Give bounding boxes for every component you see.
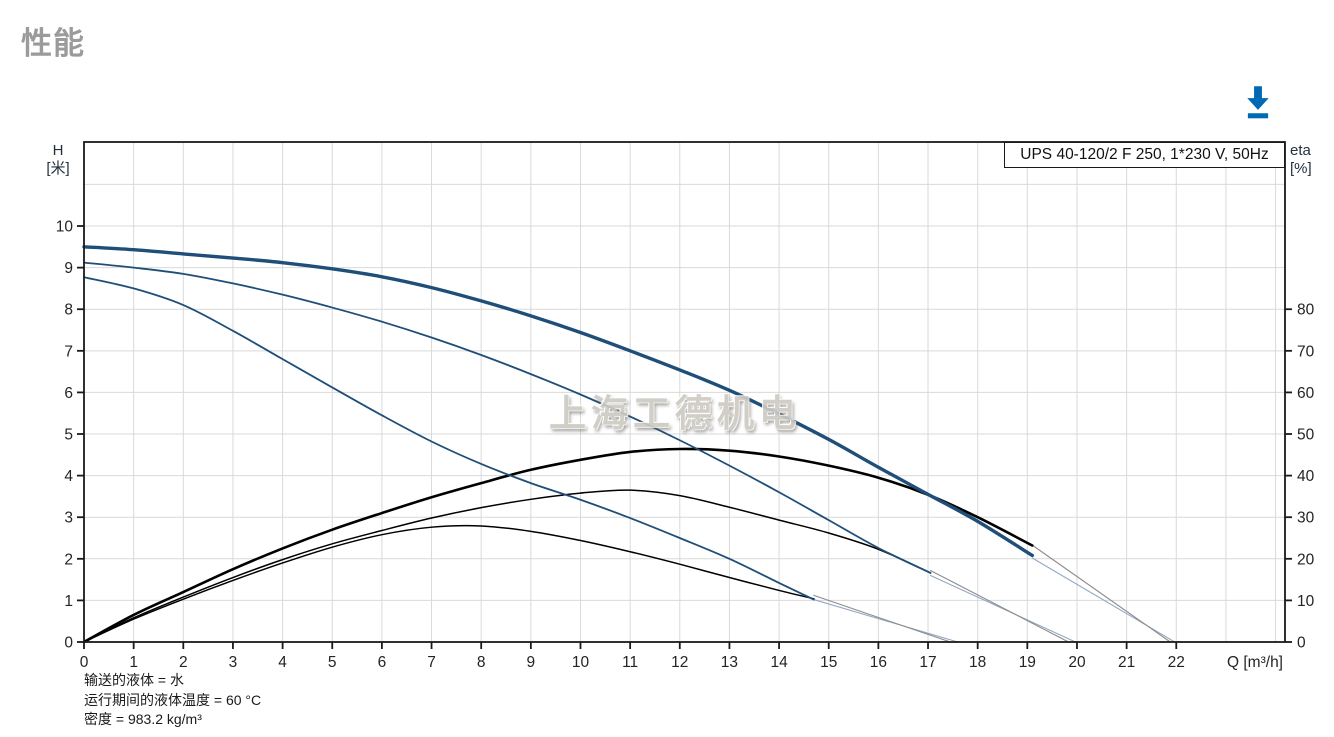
watermark: 上海工德机电 bbox=[549, 393, 801, 434]
svg-text:80: 80 bbox=[1297, 302, 1315, 319]
right-axis-title: eta [%] bbox=[1290, 142, 1332, 178]
svg-text:50: 50 bbox=[1297, 427, 1315, 444]
info-temperature: 运行期间的液体温度 = 60 °C bbox=[84, 691, 262, 708]
left-axis-title-line1: H bbox=[52, 142, 64, 159]
head-curve-speed-2 bbox=[83, 261, 932, 574]
right-axis-title-line1: eta bbox=[1290, 142, 1311, 159]
left-axis-title: H [米] bbox=[36, 142, 80, 178]
svg-text:19: 19 bbox=[1019, 654, 1036, 671]
x-axis-unit-label: Q [m³/h] bbox=[1227, 654, 1283, 671]
svg-text:12: 12 bbox=[671, 654, 688, 671]
svg-text:4: 4 bbox=[278, 654, 287, 671]
svg-text:7: 7 bbox=[427, 654, 436, 671]
page-title: 性能 bbox=[21, 26, 85, 61]
pumped-liquid-info: 输送的液体 = 水 运行期间的液体温度 = 60 °C 密度 = 983.2 k… bbox=[84, 671, 261, 730]
svg-text:0: 0 bbox=[80, 654, 89, 671]
svg-text:10: 10 bbox=[572, 654, 590, 671]
head-curve-speed-1 bbox=[83, 276, 815, 601]
svg-text:40: 40 bbox=[1297, 468, 1315, 485]
svg-text:5: 5 bbox=[64, 427, 73, 444]
runout-eta-speed-2 bbox=[929, 569, 1070, 643]
svg-text:30: 30 bbox=[1297, 510, 1315, 527]
svg-text:1: 1 bbox=[64, 593, 73, 610]
svg-text:3: 3 bbox=[64, 510, 73, 527]
svg-text:10: 10 bbox=[56, 219, 74, 236]
runout-head-speed-1 bbox=[813, 599, 959, 643]
svg-text:18: 18 bbox=[969, 654, 986, 671]
svg-text:9: 9 bbox=[527, 654, 536, 671]
efficiency-curve-speed-3 bbox=[82, 447, 1034, 644]
svg-text:6: 6 bbox=[378, 654, 387, 671]
svg-text:4: 4 bbox=[64, 468, 73, 485]
svg-text:2: 2 bbox=[179, 654, 188, 671]
svg-text:20: 20 bbox=[1068, 654, 1086, 671]
efficiency-curve-speed-2 bbox=[83, 489, 932, 643]
svg-text:14: 14 bbox=[770, 654, 788, 671]
download-icon bbox=[1247, 86, 1269, 119]
svg-text:6: 6 bbox=[64, 385, 73, 402]
efficiency-curve-speed-1 bbox=[83, 524, 815, 643]
svg-text:16: 16 bbox=[870, 654, 887, 671]
svg-text:9: 9 bbox=[64, 260, 73, 277]
svg-text:10: 10 bbox=[1297, 593, 1315, 610]
svg-text:0: 0 bbox=[64, 635, 73, 652]
svg-text:22: 22 bbox=[1168, 654, 1185, 671]
svg-text:60: 60 bbox=[1297, 385, 1315, 402]
svg-text:7: 7 bbox=[64, 343, 73, 360]
svg-text:15: 15 bbox=[820, 654, 837, 671]
runout-eta-speed-1 bbox=[813, 594, 951, 643]
head-curve-speed-3 bbox=[82, 245, 1034, 558]
left-axis-title-line2: [米] bbox=[46, 160, 70, 177]
pump-model-label: UPS 40-120/2 F 250, 1*230 V, 50Hz bbox=[1004, 142, 1285, 168]
runout-eta-speed-3 bbox=[1032, 544, 1171, 643]
svg-text:5: 5 bbox=[328, 654, 337, 671]
svg-text:8: 8 bbox=[477, 654, 486, 671]
info-density: 密度 = 983.2 kg/m³ bbox=[84, 711, 202, 727]
download-button[interactable] bbox=[1242, 84, 1278, 124]
svg-text:2: 2 bbox=[64, 551, 73, 568]
svg-text:0: 0 bbox=[1297, 635, 1306, 652]
svg-text:1: 1 bbox=[129, 654, 138, 671]
svg-text:13: 13 bbox=[721, 654, 738, 671]
info-liquid: 输送的液体 = 水 bbox=[84, 672, 184, 688]
svg-text:21: 21 bbox=[1118, 654, 1135, 671]
svg-text:8: 8 bbox=[64, 302, 73, 319]
svg-text:3: 3 bbox=[229, 654, 238, 671]
runout-head-speed-2 bbox=[929, 574, 1077, 643]
svg-text:20: 20 bbox=[1297, 551, 1315, 568]
svg-text:11: 11 bbox=[622, 654, 638, 671]
right-axis-title-line2: [%] bbox=[1290, 160, 1312, 177]
svg-text:70: 70 bbox=[1297, 343, 1315, 360]
svg-text:17: 17 bbox=[919, 654, 936, 671]
